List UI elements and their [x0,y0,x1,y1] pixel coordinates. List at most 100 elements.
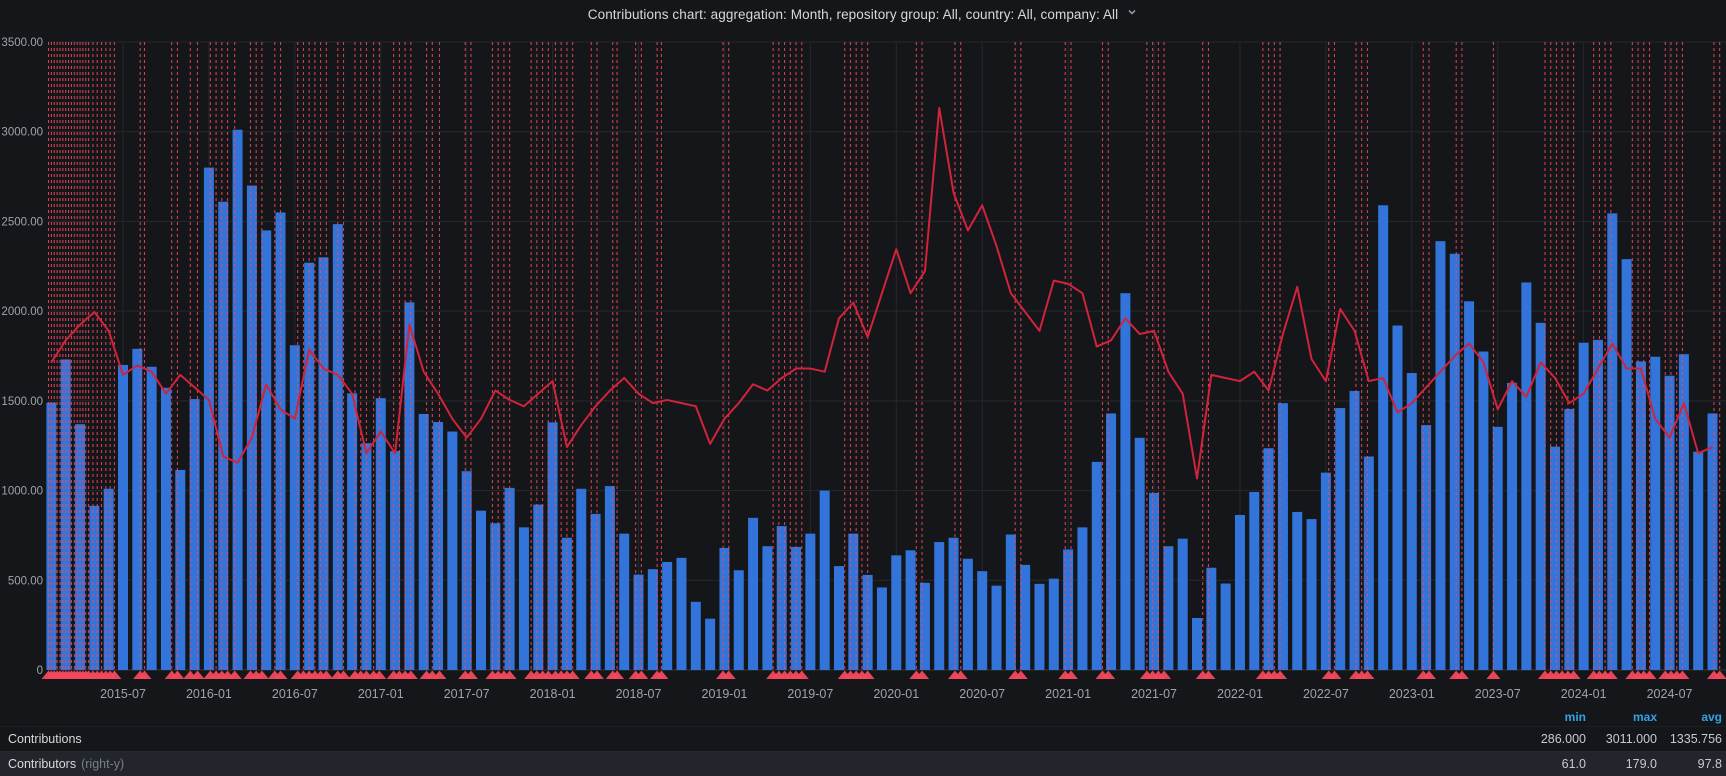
bar-month-24[interactable] [390,451,401,670]
chevron-down-icon[interactable] [1126,5,1138,23]
bar-month-110[interactable] [1621,259,1632,670]
bar-month-34[interactable] [533,504,544,670]
bar-month-103[interactable] [1521,282,1532,670]
bar-month-77[interactable] [1149,492,1160,670]
bar-month-116[interactable] [1707,413,1718,670]
bar-month-59[interactable] [891,555,902,670]
bar-month-82[interactable] [1220,583,1231,670]
bar-month-67[interactable] [1005,534,1016,670]
bar-month-65[interactable] [977,571,988,670]
bar-month-81[interactable] [1206,567,1217,670]
bar-month-45[interactable] [690,601,701,670]
bar-month-106[interactable] [1564,408,1575,670]
bar-month-29[interactable] [461,471,472,670]
bar-month-68[interactable] [1020,564,1031,670]
bar-month-17[interactable] [289,345,300,670]
bar-month-41[interactable] [633,574,644,670]
bar-month-97[interactable] [1435,241,1446,670]
bar-month-13[interactable] [232,129,243,670]
bar-month-48[interactable] [733,570,744,670]
bar-month-12[interactable] [218,201,229,671]
legend-header-avg[interactable]: avg [1701,710,1722,724]
bar-month-5[interactable] [118,364,128,670]
bar-month-95[interactable] [1406,373,1417,670]
bar-month-102[interactable] [1507,382,1518,670]
bar-month-56[interactable] [848,533,859,670]
bar-month-75[interactable] [1120,293,1131,670]
bar-month-101[interactable] [1492,426,1503,670]
bar-month-39[interactable] [604,486,615,670]
bar-month-57[interactable] [862,574,873,670]
bar-month-96[interactable] [1421,425,1432,670]
bar-month-54[interactable] [819,490,830,670]
bar-month-69[interactable] [1034,583,1045,670]
bar-month-42[interactable] [647,569,658,670]
bar-month-74[interactable] [1106,413,1117,670]
bar-month-83[interactable] [1234,514,1245,670]
bar-month-62[interactable] [934,542,945,670]
bar-month-115[interactable] [1693,451,1704,670]
bar-month-105[interactable] [1550,446,1560,670]
bar-month-60[interactable] [905,550,916,670]
bar-month-28[interactable] [447,431,458,670]
bar-month-36[interactable] [561,537,572,670]
bar-month-4[interactable] [103,488,114,670]
bar-month-49[interactable] [748,517,759,670]
bar-month-10[interactable] [189,399,200,670]
bar-month-92[interactable] [1363,456,1374,670]
bar-month-43[interactable] [662,561,673,670]
bar-month-70[interactable] [1048,578,1059,670]
bar-month-76[interactable] [1134,437,1145,670]
legend-header-max[interactable]: max [1632,710,1657,724]
bar-month-100[interactable] [1478,351,1489,670]
bar-month-20[interactable] [332,224,343,670]
bar-month-107[interactable] [1578,342,1589,670]
bar-month-86[interactable] [1277,403,1288,670]
bar-month-33[interactable] [518,527,529,670]
bar-month-21[interactable] [347,393,358,670]
bar-month-44[interactable] [676,557,687,670]
bar-month-27[interactable] [433,422,444,670]
bar-month-72[interactable] [1077,527,1088,670]
bar-month-98[interactable] [1449,253,1460,670]
bar-month-25[interactable] [404,302,415,670]
bar-month-93[interactable] [1378,205,1389,670]
bar-month-90[interactable] [1335,408,1346,670]
bar-month-35[interactable] [547,422,558,670]
bar-month-88[interactable] [1306,519,1317,670]
bar-month-58[interactable] [876,587,887,670]
bar-month-66[interactable] [991,585,1002,670]
bar-month-8[interactable] [160,387,171,670]
bar-month-84[interactable] [1249,492,1260,670]
bar-month-14[interactable] [246,185,257,671]
bar-month-89[interactable] [1320,472,1331,670]
bar-month-22[interactable] [361,443,372,670]
bar-month-15[interactable] [261,230,272,670]
bar-month-7[interactable] [146,366,157,670]
contributions-chart[interactable]: 0 500.00 1000.00 1500.00 2000.00 2500.00 3000.… [0,28,1726,708]
bar-month-55[interactable] [834,566,844,670]
series-label-contributions[interactable]: Contributions [8,732,82,746]
series-label-contributors[interactable]: Contributors [8,757,77,771]
bar-month-63[interactable] [948,537,959,670]
bar-month-99[interactable] [1464,301,1475,670]
bar-month-114[interactable] [1678,354,1689,670]
bar-month-73[interactable] [1091,461,1102,670]
bar-month-104[interactable] [1535,322,1546,670]
bar-month-46[interactable] [705,618,716,670]
bar-month-109[interactable] [1607,213,1618,670]
bar-month-50[interactable] [762,546,773,670]
bar-month-91[interactable] [1349,390,1360,670]
bar-month-53[interactable] [805,533,816,670]
bar-month-19[interactable] [318,257,329,670]
bar-month-64[interactable] [962,558,973,670]
bar-month-16[interactable] [275,212,286,670]
bar-month-51[interactable] [776,526,787,670]
bar-month-112[interactable] [1650,356,1661,670]
bar-month-80[interactable] [1192,617,1202,670]
bar-month-3[interactable] [89,505,100,670]
bar-month-11[interactable] [203,167,214,670]
bar-month-87[interactable] [1292,511,1303,670]
bar-month-1[interactable] [60,359,71,670]
bar-month-37[interactable] [576,488,587,670]
